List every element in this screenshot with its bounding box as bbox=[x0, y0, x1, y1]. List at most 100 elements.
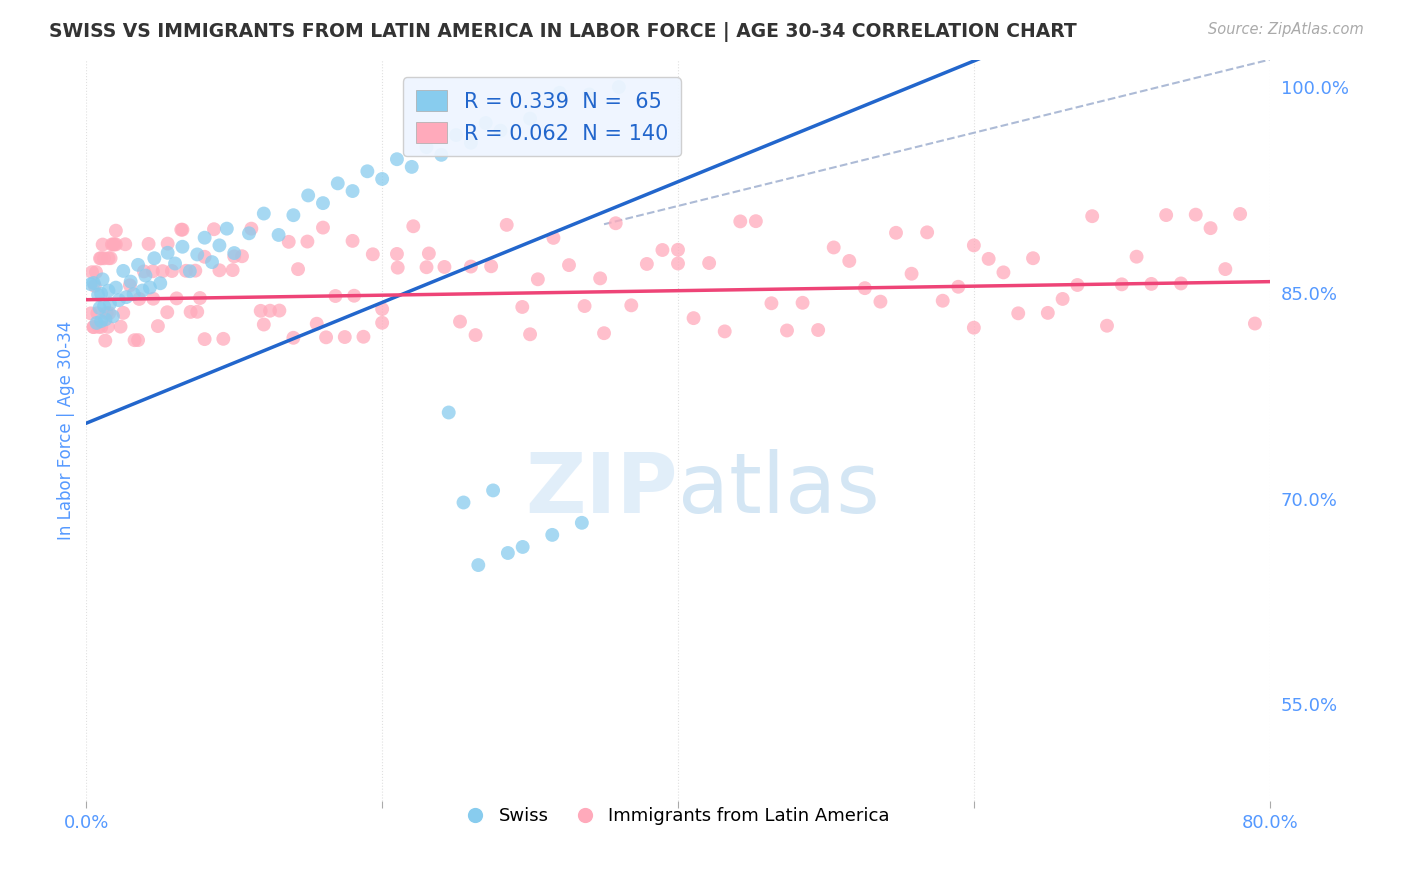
Text: ZIP: ZIP bbox=[526, 449, 678, 530]
Point bbox=[184, 263, 207, 277]
Point bbox=[287, 262, 309, 277]
Point bbox=[91, 272, 114, 286]
Point bbox=[90, 314, 112, 328]
Text: Source: ZipAtlas.com: Source: ZipAtlas.com bbox=[1208, 22, 1364, 37]
Point bbox=[97, 319, 120, 334]
Point bbox=[98, 306, 121, 320]
Point bbox=[571, 516, 593, 530]
Point bbox=[1170, 277, 1192, 291]
Point bbox=[143, 251, 166, 265]
Point bbox=[90, 320, 112, 334]
Point bbox=[156, 236, 179, 251]
Point bbox=[371, 316, 394, 330]
Point bbox=[519, 112, 541, 126]
Point bbox=[83, 278, 105, 293]
Point bbox=[1022, 251, 1045, 265]
Point bbox=[97, 251, 120, 265]
Point bbox=[259, 303, 281, 318]
Point bbox=[186, 247, 208, 261]
Point bbox=[221, 263, 243, 277]
Point bbox=[139, 280, 162, 294]
Point bbox=[86, 316, 108, 330]
Point bbox=[138, 236, 160, 251]
Point bbox=[548, 86, 571, 100]
Point bbox=[118, 278, 141, 293]
Point bbox=[305, 317, 328, 331]
Point bbox=[179, 264, 201, 278]
Point bbox=[83, 276, 105, 290]
Point bbox=[460, 136, 482, 150]
Point bbox=[371, 172, 394, 186]
Point bbox=[101, 237, 124, 252]
Point bbox=[401, 160, 423, 174]
Point bbox=[1066, 278, 1088, 293]
Point bbox=[361, 247, 384, 261]
Point bbox=[267, 227, 290, 242]
Point bbox=[460, 260, 482, 274]
Point bbox=[415, 260, 437, 275]
Point bbox=[325, 289, 347, 303]
Point bbox=[224, 249, 246, 263]
Point bbox=[578, 87, 600, 102]
Point bbox=[1215, 262, 1237, 277]
Point bbox=[543, 231, 565, 245]
Point bbox=[977, 252, 1000, 266]
Point bbox=[1140, 277, 1163, 291]
Point bbox=[312, 196, 335, 211]
Point bbox=[80, 277, 103, 292]
Point bbox=[172, 240, 194, 254]
Point bbox=[97, 284, 120, 298]
Point bbox=[449, 315, 471, 329]
Point bbox=[87, 288, 110, 302]
Point bbox=[356, 164, 378, 178]
Point bbox=[342, 184, 364, 198]
Point bbox=[869, 294, 891, 309]
Point bbox=[682, 311, 704, 326]
Point bbox=[149, 277, 172, 291]
Point bbox=[231, 249, 253, 263]
Point bbox=[90, 252, 112, 266]
Point bbox=[194, 230, 217, 244]
Point bbox=[807, 323, 830, 337]
Point bbox=[208, 238, 231, 252]
Point bbox=[89, 252, 111, 266]
Point bbox=[607, 80, 630, 95]
Point bbox=[593, 326, 616, 341]
Point bbox=[170, 223, 193, 237]
Point bbox=[385, 152, 408, 166]
Point bbox=[238, 227, 260, 241]
Point bbox=[519, 327, 541, 342]
Point bbox=[100, 251, 122, 265]
Point bbox=[1095, 318, 1118, 333]
Point bbox=[160, 264, 183, 278]
Point bbox=[93, 299, 115, 313]
Point bbox=[713, 325, 735, 339]
Point bbox=[108, 293, 131, 307]
Point bbox=[1199, 221, 1222, 235]
Point bbox=[269, 303, 291, 318]
Point bbox=[884, 226, 907, 240]
Point bbox=[297, 235, 319, 249]
Point bbox=[202, 222, 225, 236]
Point bbox=[1125, 250, 1147, 264]
Point bbox=[900, 267, 922, 281]
Point bbox=[467, 558, 489, 572]
Point bbox=[156, 305, 179, 319]
Point bbox=[94, 334, 117, 348]
Point bbox=[86, 306, 108, 320]
Point bbox=[444, 128, 467, 142]
Point bbox=[574, 299, 596, 313]
Point bbox=[1111, 277, 1133, 292]
Point bbox=[91, 237, 114, 252]
Point bbox=[253, 318, 276, 332]
Point bbox=[963, 320, 986, 334]
Point bbox=[166, 291, 188, 305]
Point bbox=[127, 258, 149, 272]
Point bbox=[730, 214, 752, 228]
Point bbox=[558, 258, 581, 272]
Point bbox=[776, 323, 799, 337]
Point bbox=[666, 243, 689, 257]
Point bbox=[186, 305, 208, 319]
Point bbox=[134, 268, 156, 283]
Point bbox=[948, 279, 970, 293]
